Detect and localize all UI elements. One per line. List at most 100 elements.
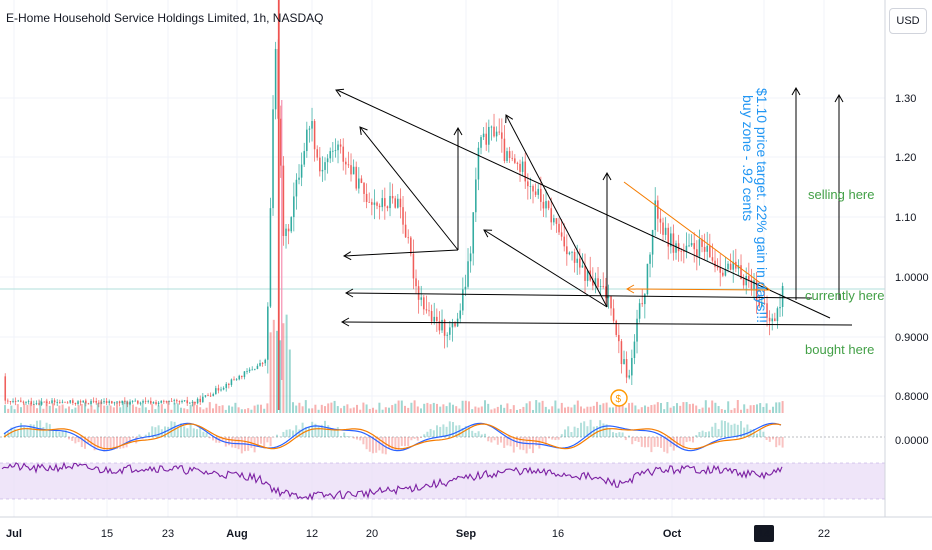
candle-body: [667, 227, 670, 247]
candle-body: [423, 297, 425, 310]
candle-body: [766, 303, 768, 318]
volume-bar: [340, 408, 342, 413]
candle-body: [677, 243, 680, 252]
price-axis[interactable]: 1.30 1.20 1.10 1.0000 0.9000 0.8000 0.0000: [884, 0, 932, 517]
candle-body: [259, 362, 261, 366]
time-tick-label: 12: [306, 528, 318, 540]
candle-body: [576, 258, 579, 263]
histogram-bar: [29, 424, 32, 437]
candle-body: [215, 388, 217, 395]
volume-bar: [464, 400, 467, 413]
dividend-marker[interactable]: $: [610, 389, 628, 407]
histogram-bar: [112, 437, 115, 450]
volume-bar: [522, 406, 525, 413]
candle-body: [87, 403, 90, 405]
candle-body: [774, 318, 776, 322]
price-tick-label: 1.20: [895, 152, 916, 164]
candle-body: [103, 401, 105, 403]
candle-body: [706, 245, 709, 252]
volume-bar: [4, 405, 6, 413]
arrowhead: [602, 171, 612, 181]
volume-bar: [218, 405, 221, 413]
histogram-bar: [679, 437, 682, 446]
histogram-bar: [628, 435, 630, 437]
volume-series: [4, 314, 784, 413]
candle-body: [558, 223, 560, 233]
time-axis[interactable]: Jul 15 23 Aug 12 20 Sep 16 Oct 14 22: [0, 516, 932, 542]
arrowhead: [342, 251, 352, 261]
histogram-bar: [340, 436, 342, 437]
histogram-bar: [157, 425, 160, 437]
histogram-bar: [266, 437, 269, 443]
volume-bar: [746, 408, 749, 413]
volume-bar: [212, 408, 214, 413]
histogram-bar: [100, 437, 102, 448]
volume-bar: [756, 404, 758, 413]
histogram-bar: [26, 427, 29, 437]
candle-body: [386, 206, 389, 209]
candle-body: [43, 401, 46, 403]
volume-bar: [724, 409, 726, 413]
volume-bar: [708, 407, 710, 413]
volume-bar: [247, 408, 250, 413]
annotation-selling: selling here: [808, 187, 875, 202]
candle-body: [763, 303, 766, 305]
volume-bar: [372, 407, 374, 413]
candle-body: [586, 270, 589, 281]
candle-body: [620, 341, 623, 365]
volume-bar: [61, 404, 64, 413]
candle-body: [768, 317, 771, 322]
candle-body: [742, 279, 745, 286]
volume-bar: [55, 408, 58, 413]
candle-body: [685, 245, 688, 252]
volume-bar: [445, 406, 448, 413]
volume-bar: [400, 400, 403, 413]
volume-bar: [592, 405, 595, 413]
histogram-bar: [423, 434, 426, 437]
candle-body: [417, 286, 420, 300]
candle-body: [553, 218, 555, 223]
candle-body: [4, 376, 7, 401]
candle-body: [755, 280, 758, 302]
candle-body: [363, 182, 365, 194]
candle-body: [646, 263, 649, 295]
volume-bar: [573, 404, 576, 413]
volume-bar: [234, 402, 237, 413]
histogram-bar: [464, 426, 467, 437]
histogram-bar: [698, 432, 701, 437]
candle-body: [59, 402, 61, 403]
volume-bar: [740, 409, 742, 413]
arrowhead: [791, 86, 801, 96]
volume-bar: [256, 404, 259, 413]
candle-body: [290, 217, 293, 232]
histogram-bar: [109, 437, 112, 450]
candle-body: [519, 163, 521, 172]
histogram-bar: [477, 431, 480, 437]
candle-body: [69, 400, 72, 403]
histogram-bar: [240, 437, 243, 454]
histogram-bar: [592, 426, 595, 437]
histogram-bar: [23, 426, 26, 437]
histogram-bar: [560, 434, 563, 437]
volume-bar: [308, 408, 310, 413]
currency-button[interactable]: USD: [889, 8, 927, 34]
volume-bar: [733, 408, 736, 413]
candle-body: [495, 131, 498, 137]
volume-bar: [650, 405, 653, 413]
candle-body: [503, 138, 506, 161]
annotation-bought: bought here: [805, 342, 874, 357]
histogram-bar: [736, 424, 739, 437]
volume-bar: [439, 406, 442, 413]
candle-body: [703, 246, 706, 252]
histogram-bar: [557, 437, 560, 440]
candle-body: [7, 400, 9, 402]
histogram-bar: [519, 437, 522, 450]
histogram-bar: [583, 421, 586, 437]
candle-body: [485, 133, 488, 145]
histogram-bar: [106, 437, 109, 451]
trend-drawings[interactable]: [335, 86, 853, 327]
candle-body: [194, 401, 196, 404]
histogram-bar: [554, 437, 557, 441]
volume-bar: [77, 405, 80, 413]
